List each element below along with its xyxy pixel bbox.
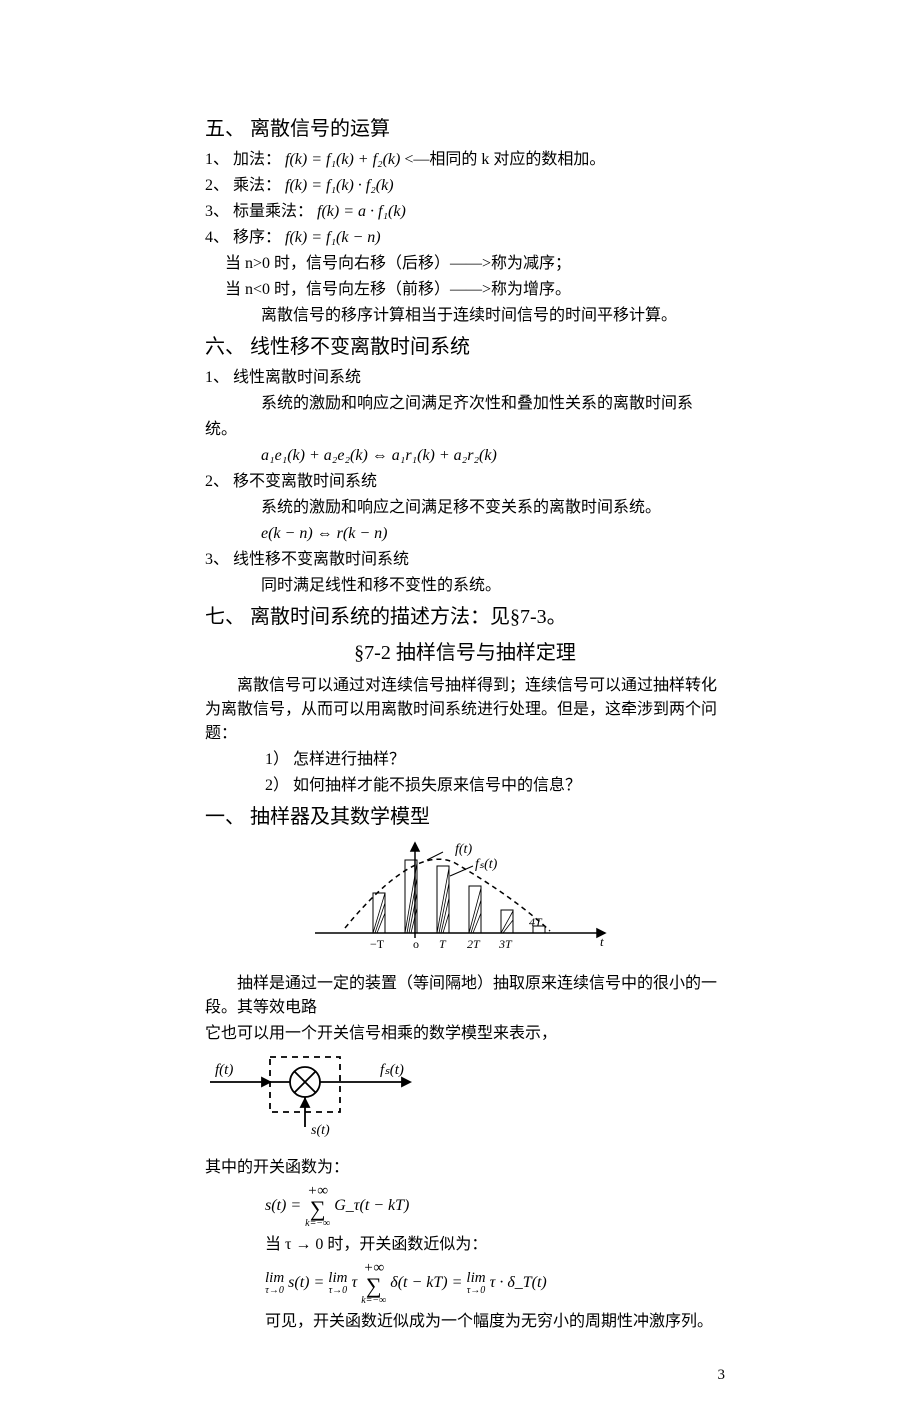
tau-line: 当 τ → 0 时，开关函数近似为： bbox=[205, 1233, 725, 1257]
eq1-right: G_τ(t − kT) bbox=[334, 1197, 409, 1214]
formula-5-4: f(k) = f₁(k − n) bbox=[285, 229, 381, 246]
eq2-tau: τ bbox=[351, 1274, 361, 1291]
shift-line-3: 离散信号的移序计算相当于连续时间信号的时间平移计算。 bbox=[205, 304, 725, 328]
item-5-1: 1、 加法： f(k) = f₁(k) + f₂(k) <—相同的 k 对应的数… bbox=[205, 148, 725, 172]
eq1-sumbot: k=−∞ bbox=[305, 1219, 330, 1229]
eq2-tail: τ · δ_T(t) bbox=[490, 1274, 547, 1291]
heading-section-7: 七、 离散时间系统的描述方法：见§7-3。 bbox=[205, 602, 725, 632]
tail-5-1: <—相同的 k 对应的数相加。 bbox=[404, 151, 605, 168]
eq2-s: s(t) = bbox=[288, 1274, 328, 1291]
fig2-bot: s(t) bbox=[311, 1123, 330, 1138]
formula-5-2: f(k) = f₁(k) · f₂(k) bbox=[285, 177, 394, 194]
item-6-3: 3、 线性移不变离散时间系统 bbox=[205, 548, 725, 572]
fig1-tick-1: o bbox=[413, 937, 419, 951]
heading-sub-1: 一、 抽样器及其数学模型 bbox=[205, 802, 725, 832]
eq2-lim3: lim bbox=[466, 1271, 485, 1286]
figure-multiplier: f(t) fₛ(t) s(t) bbox=[205, 1052, 725, 1150]
body-6-1a: 系统的激励和响应之间满足齐次性和叠加性关系的离散时间系 bbox=[205, 392, 725, 416]
switch-label: 其中的开关函数为： bbox=[205, 1156, 725, 1180]
title-6-2: 移不变离散时间系统 bbox=[233, 473, 377, 490]
para-7-2-1: 离散信号可以通过对连续信号抽样得到；连续信号可以通过抽样转化为离散信号，从而可以… bbox=[205, 674, 725, 746]
item-5-4: 4、 移序： f(k) = f₁(k − n) bbox=[205, 226, 725, 250]
num-5-4: 4、 bbox=[205, 229, 229, 246]
eq2-lim3sub: τ→0 bbox=[466, 1286, 485, 1296]
desc-1: 抽样是通过一定的装置（等间隔地）抽取原来连续信号中的很小的一段。其等效电路 bbox=[205, 972, 725, 1020]
heading-section-6: 六、 线性移不变离散时间系统 bbox=[205, 332, 725, 362]
eq2-sigma: ∑ bbox=[361, 1276, 386, 1296]
fig1-label-fst: fₛ(t) bbox=[475, 857, 498, 872]
desc-2: 它也可以用一个开关信号相乘的数学模型来表示， bbox=[205, 1022, 725, 1046]
fig2-out: fₛ(t) bbox=[380, 1062, 404, 1078]
formula-5-1: f(k) = f₁(k) + f₂(k) bbox=[285, 151, 400, 168]
label-5-4: 移序： bbox=[233, 229, 281, 246]
label-5-2: 乘法： bbox=[233, 177, 281, 194]
body-6-1b: 统。 bbox=[205, 418, 725, 442]
fig1-label-ft: f(t) bbox=[455, 842, 472, 857]
heading-7-2: §7-2 抽样信号与抽样定理 bbox=[205, 638, 725, 668]
label-5-3: 标量乘法： bbox=[233, 203, 313, 220]
fig1-tick-2: T bbox=[439, 937, 447, 951]
figure-sampling: f(t) fₛ(t) t −T o T 2T 3T 4T bbox=[205, 838, 725, 966]
formula-6-1: a₁e₁(k) + a₂e₂(k) ⇔ a₁r₁(k) + a₂r₂(k) bbox=[205, 444, 725, 468]
shift-line-1: 当 n>0 时，信号向右移（后移）——>称为减序； bbox=[205, 252, 725, 276]
eq2-delta: δ(t − kT) = bbox=[390, 1274, 466, 1291]
conclusion: 可见，开关函数近似成为一个幅度为无穷小的周期性冲激序列。 bbox=[205, 1310, 725, 1334]
num-5-1: 1、 bbox=[205, 151, 229, 168]
num-5-2: 2、 bbox=[205, 177, 229, 194]
item-6-2: 2、 移不变离散时间系统 bbox=[205, 470, 725, 494]
eq2-lim2sub: τ→0 bbox=[328, 1286, 347, 1296]
body-6-2: 系统的激励和响应之间满足移不变关系的离散时间系统。 bbox=[205, 496, 725, 520]
q-7-2-2: 2） 如何抽样才能不损失原来信号中的信息？ bbox=[205, 774, 725, 798]
item-5-2: 2、 乘法： f(k) = f₁(k) · f₂(k) bbox=[205, 174, 725, 198]
fig1-tick-5: 4T bbox=[529, 915, 543, 929]
label-5-1: 加法： bbox=[233, 151, 281, 168]
page: 五、 离散信号的运算 1、 加法： f(k) = f₁(k) + f₂(k) <… bbox=[0, 0, 920, 1426]
fig1-tick-4: 3T bbox=[498, 937, 513, 951]
fig1-axis-t: t bbox=[600, 934, 604, 949]
q-7-2-1: 1） 怎样进行抽样？ bbox=[205, 748, 725, 772]
num-6-1: 1、 bbox=[205, 369, 229, 386]
formula-6-2: e(k − n) ⇔ r(k − n) bbox=[205, 522, 725, 546]
num-6-2: 2、 bbox=[205, 473, 229, 490]
body-6-3: 同时满足线性和移不变性的系统。 bbox=[205, 574, 725, 598]
num-6-3: 3、 bbox=[205, 551, 229, 568]
eq2-lim2: lim bbox=[328, 1271, 347, 1286]
eq2-sumbot: k=−∞ bbox=[361, 1296, 386, 1306]
eq2-lim1: lim bbox=[265, 1271, 284, 1286]
eq1-left: s(t) = bbox=[265, 1197, 305, 1214]
fig1-tick-0: −T bbox=[370, 937, 385, 951]
equation-s-t: s(t) = +∞ ∑ k=−∞ G_τ(t − kT) bbox=[265, 1184, 725, 1229]
page-number: 3 bbox=[205, 1364, 725, 1387]
heading-section-5: 五、 离散信号的运算 bbox=[205, 114, 725, 144]
num-5-3: 3、 bbox=[205, 203, 229, 220]
item-5-3: 3、 标量乘法： f(k) = a · f₁(k) bbox=[205, 200, 725, 224]
title-6-1: 线性离散时间系统 bbox=[233, 369, 361, 386]
fig1-tick-3: 2T bbox=[467, 937, 481, 951]
formula-5-3: f(k) = a · f₁(k) bbox=[317, 203, 406, 220]
equation-lim: lim τ→0 s(t) = lim τ→0 τ +∞ ∑ k=−∞ δ(t −… bbox=[265, 1261, 725, 1306]
title-6-3: 线性移不变离散时间系统 bbox=[233, 551, 409, 568]
eq1-sigma: ∑ bbox=[305, 1199, 330, 1219]
fig2-in: f(t) bbox=[215, 1062, 233, 1078]
item-6-1: 1、 线性离散时间系统 bbox=[205, 366, 725, 390]
shift-line-2: 当 n<0 时，信号向左移（前移）——>称为增序。 bbox=[205, 278, 725, 302]
eq2-lim1sub: τ→0 bbox=[265, 1286, 284, 1296]
